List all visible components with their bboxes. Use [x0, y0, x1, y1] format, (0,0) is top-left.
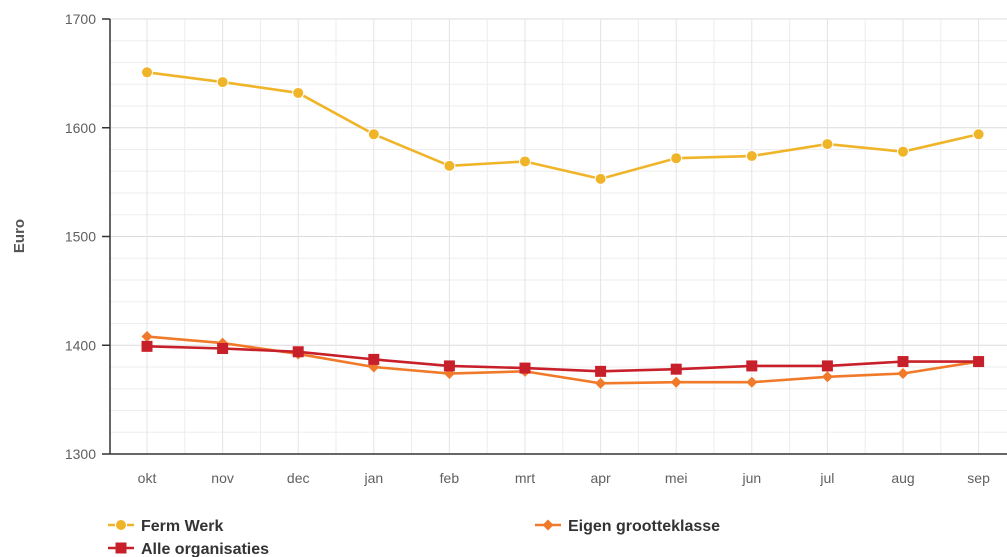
legend-item[interactable]: Alle organisaties	[108, 541, 269, 557]
x-tick-label: jul	[819, 470, 834, 486]
x-tick-label: mrt	[515, 470, 535, 486]
data-point	[595, 377, 607, 389]
data-point	[367, 128, 380, 141]
data-point	[292, 86, 305, 99]
data-point	[519, 155, 531, 168]
data-point	[217, 343, 229, 355]
data-point	[897, 368, 909, 380]
data-point	[670, 152, 683, 165]
series-line	[145, 70, 980, 181]
legend-marker	[115, 519, 127, 531]
x-tick-label: nov	[211, 470, 234, 486]
x-tick-label: jan	[363, 470, 383, 486]
data-point	[443, 360, 455, 372]
x-tick-label: dec	[287, 470, 310, 486]
y-tick-label: 1300	[65, 446, 96, 462]
data-point	[368, 353, 380, 365]
data-point	[897, 145, 909, 158]
x-tick-label: apr	[590, 470, 611, 486]
x-tick-label: aug	[891, 470, 914, 486]
data-point	[821, 360, 833, 372]
data-point	[443, 159, 456, 172]
data-point	[897, 356, 909, 368]
legend-label: Alle organisaties	[141, 541, 269, 557]
data-point	[216, 76, 229, 89]
x-tick-label: jun	[741, 470, 761, 486]
data-point	[141, 66, 153, 79]
data-point	[595, 365, 607, 377]
data-point	[746, 360, 758, 372]
y-axis-title: Euro	[11, 219, 28, 253]
data-point	[670, 376, 682, 388]
x-tick-label: okt	[138, 470, 157, 486]
series-line	[145, 345, 980, 373]
x-tick-label: feb	[440, 470, 460, 486]
data-point	[972, 128, 985, 141]
legend-marker	[115, 542, 127, 554]
y-tick-label: 1700	[65, 11, 96, 27]
data-point	[746, 376, 758, 388]
data-point	[973, 356, 985, 368]
series-ferm-werk	[141, 66, 985, 185]
data-point	[141, 340, 153, 352]
data-point	[292, 346, 304, 358]
axes: 1300 1400 1500 1600 1700 okt nov dec jan feb mrt ap…	[65, 11, 1007, 486]
legend-item[interactable]: Ferm Werk	[108, 518, 224, 535]
y-tick-label: 1500	[65, 229, 96, 245]
series-alle-organisaties	[141, 340, 985, 377]
data-point	[519, 362, 531, 374]
legend-marker	[542, 519, 554, 531]
x-tick-label: mei	[665, 470, 688, 486]
x-tick-label: sep	[967, 470, 990, 486]
legend-label: Eigen grootteklasse	[568, 518, 720, 535]
legend-label: Ferm Werk	[141, 518, 224, 535]
y-tick-label: 1400	[65, 337, 96, 353]
data-point	[670, 363, 682, 375]
series	[141, 66, 985, 389]
data-point	[821, 138, 834, 151]
data-point	[594, 172, 607, 185]
legend: Ferm Werk Eigen grootteklasse Alle organis…	[108, 518, 720, 557]
data-point	[745, 150, 758, 163]
data-point	[141, 331, 153, 343]
y-tick-label: 1600	[65, 120, 96, 136]
legend-item[interactable]: Eigen grootteklasse	[535, 518, 720, 535]
data-point	[821, 371, 833, 383]
